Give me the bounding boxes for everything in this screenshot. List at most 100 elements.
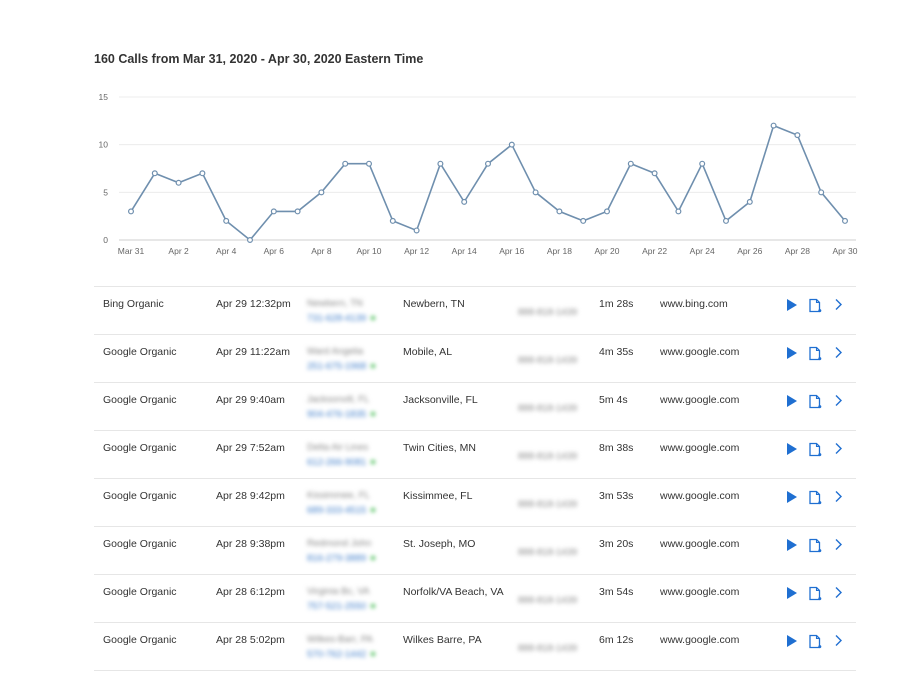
tracking-number: 888-818-1439	[518, 307, 578, 318]
call-row[interactable]: Google Organic Apr 29 11:22am Ward Angelia…	[94, 334, 856, 382]
data-point	[722, 217, 729, 224]
x-tick-label: Apr 14	[452, 246, 477, 256]
series-line	[130, 124, 846, 242]
call-row[interactable]: Google Organic Apr 28 5:02pm Wilkes-Barr, …	[94, 622, 856, 671]
caller-location: Newbern, TN	[403, 298, 465, 310]
chevron-right-icon[interactable]	[834, 586, 843, 602]
caller-phone-number[interactable]: 251-675-1968	[307, 361, 367, 372]
caller-phone-number[interactable]: 904-476-1835	[307, 409, 367, 420]
data-point	[366, 160, 373, 167]
play-icon[interactable]	[786, 346, 798, 363]
data-point	[794, 132, 801, 139]
chevron-right-icon[interactable]	[834, 298, 843, 314]
call-row[interactable]: Google Organic Apr 28 6:12pm Virginia Bc, …	[94, 574, 856, 622]
x-tick-label: Apr 22	[642, 246, 667, 256]
data-point	[556, 208, 563, 215]
call-time: Apr 29 9:40am	[216, 394, 285, 406]
data-point	[342, 160, 349, 167]
caller-phone[interactable]: 757-521-2550	[307, 601, 376, 612]
call-time: Apr 28 6:12pm	[216, 586, 285, 598]
caller-phone[interactable]: 816-279-3889	[307, 553, 376, 564]
x-tick-label: Mar 31	[118, 246, 145, 256]
data-point	[294, 208, 301, 215]
referrer-site: www.google.com	[660, 346, 740, 358]
play-icon[interactable]	[786, 298, 798, 315]
caller-phone-number[interactable]: 570-762-1442	[307, 649, 367, 660]
caller-name: Newbern, TN	[307, 298, 363, 309]
data-point	[532, 189, 539, 196]
call-source: Google Organic	[103, 394, 177, 406]
note-icon[interactable]	[808, 298, 822, 316]
caller-phone[interactable]: 251-675-1968	[307, 361, 376, 372]
call-time: Apr 29 7:52am	[216, 442, 285, 454]
status-dot	[371, 556, 376, 561]
caller-location: Kissimmee, FL	[403, 490, 473, 502]
play-icon[interactable]	[786, 538, 798, 555]
caller-location: Wilkes Barre, PA	[403, 634, 482, 646]
caller-phone[interactable]: 731-628-4139	[307, 313, 376, 324]
caller-name: Redmond John	[307, 538, 372, 549]
play-icon[interactable]	[786, 394, 798, 411]
data-point	[128, 208, 135, 215]
status-dot	[371, 460, 376, 465]
tracking-number: 888-818-1439	[518, 355, 578, 366]
note-icon[interactable]	[808, 442, 822, 460]
note-icon[interactable]	[808, 538, 822, 556]
chevron-right-icon[interactable]	[834, 394, 843, 410]
status-dot	[371, 364, 376, 369]
note-icon[interactable]	[808, 346, 822, 364]
call-duration: 3m 54s	[599, 586, 634, 598]
caller-phone-number[interactable]: 816-279-3889	[307, 553, 367, 564]
call-row[interactable]: Bing Organic Apr 29 12:32pm Newbern, TN 731…	[94, 286, 856, 334]
data-point	[651, 170, 658, 177]
caller-phone[interactable]: 570-762-1442	[307, 649, 376, 660]
data-point	[603, 208, 610, 215]
call-row[interactable]: Google Organic Apr 28 9:38pm Redmond John 8…	[94, 526, 856, 574]
caller-name: Kissimmee, FL	[307, 490, 370, 501]
call-duration: 6m 12s	[599, 634, 634, 646]
play-icon[interactable]	[786, 586, 798, 603]
call-source: Google Organic	[103, 346, 177, 358]
call-time: Apr 28 5:02pm	[216, 634, 285, 646]
data-point	[461, 198, 468, 205]
x-tick-label: Apr 28	[785, 246, 810, 256]
referrer-site: www.google.com	[660, 634, 740, 646]
caller-phone-number[interactable]: 689-333-4515	[307, 505, 367, 516]
tracking-number: 888-818-1439	[518, 451, 578, 462]
play-icon[interactable]	[786, 442, 798, 459]
caller-location: Norfolk/VA Beach, VA	[403, 586, 504, 598]
call-time: Apr 29 11:22am	[216, 346, 290, 358]
call-row[interactable]: Google Organic Apr 29 9:40am Jacksonvill, …	[94, 382, 856, 430]
note-icon[interactable]	[808, 490, 822, 508]
call-time: Apr 28 9:38pm	[216, 538, 285, 550]
play-icon[interactable]	[786, 634, 798, 651]
page-title: 160 Calls from Mar 31, 2020 - Apr 30, 20…	[94, 52, 424, 66]
x-tick-label: Apr 2	[168, 246, 189, 256]
chevron-right-icon[interactable]	[834, 538, 843, 554]
caller-phone[interactable]: 689-333-4515	[307, 505, 376, 516]
note-icon[interactable]	[808, 586, 822, 604]
call-row[interactable]: Google Organic Apr 29 7:52am Delta Air Lin…	[94, 430, 856, 478]
play-icon[interactable]	[786, 490, 798, 507]
calls-table: Bing Organic Apr 29 12:32pm Newbern, TN 731…	[94, 286, 856, 671]
chevron-right-icon[interactable]	[834, 346, 843, 362]
x-tick-label: Apr 16	[499, 246, 524, 256]
note-icon[interactable]	[808, 394, 822, 412]
call-row[interactable]: Google Organic Apr 28 9:42pm Kissimmee, FL…	[94, 478, 856, 526]
note-icon[interactable]	[808, 634, 822, 652]
tracking-number: 888-818-1439	[518, 547, 578, 558]
caller-phone[interactable]: 612-266-9081	[307, 457, 376, 468]
chevron-right-icon[interactable]	[834, 634, 843, 650]
caller-phone[interactable]: 904-476-1835	[307, 409, 376, 420]
referrer-site: www.google.com	[660, 586, 740, 598]
data-point	[223, 217, 230, 224]
x-tick-label: Apr 30	[832, 246, 857, 256]
tracking-number: 888-818-1439	[518, 403, 578, 414]
caller-phone-number[interactable]: 757-521-2550	[307, 601, 367, 612]
chevron-right-icon[interactable]	[834, 490, 843, 506]
data-point	[580, 217, 587, 224]
caller-phone-number[interactable]: 612-266-9081	[307, 457, 367, 468]
caller-phone-number[interactable]: 731-628-4139	[307, 313, 367, 324]
x-tick-label: Apr 24	[690, 246, 715, 256]
chevron-right-icon[interactable]	[834, 442, 843, 458]
